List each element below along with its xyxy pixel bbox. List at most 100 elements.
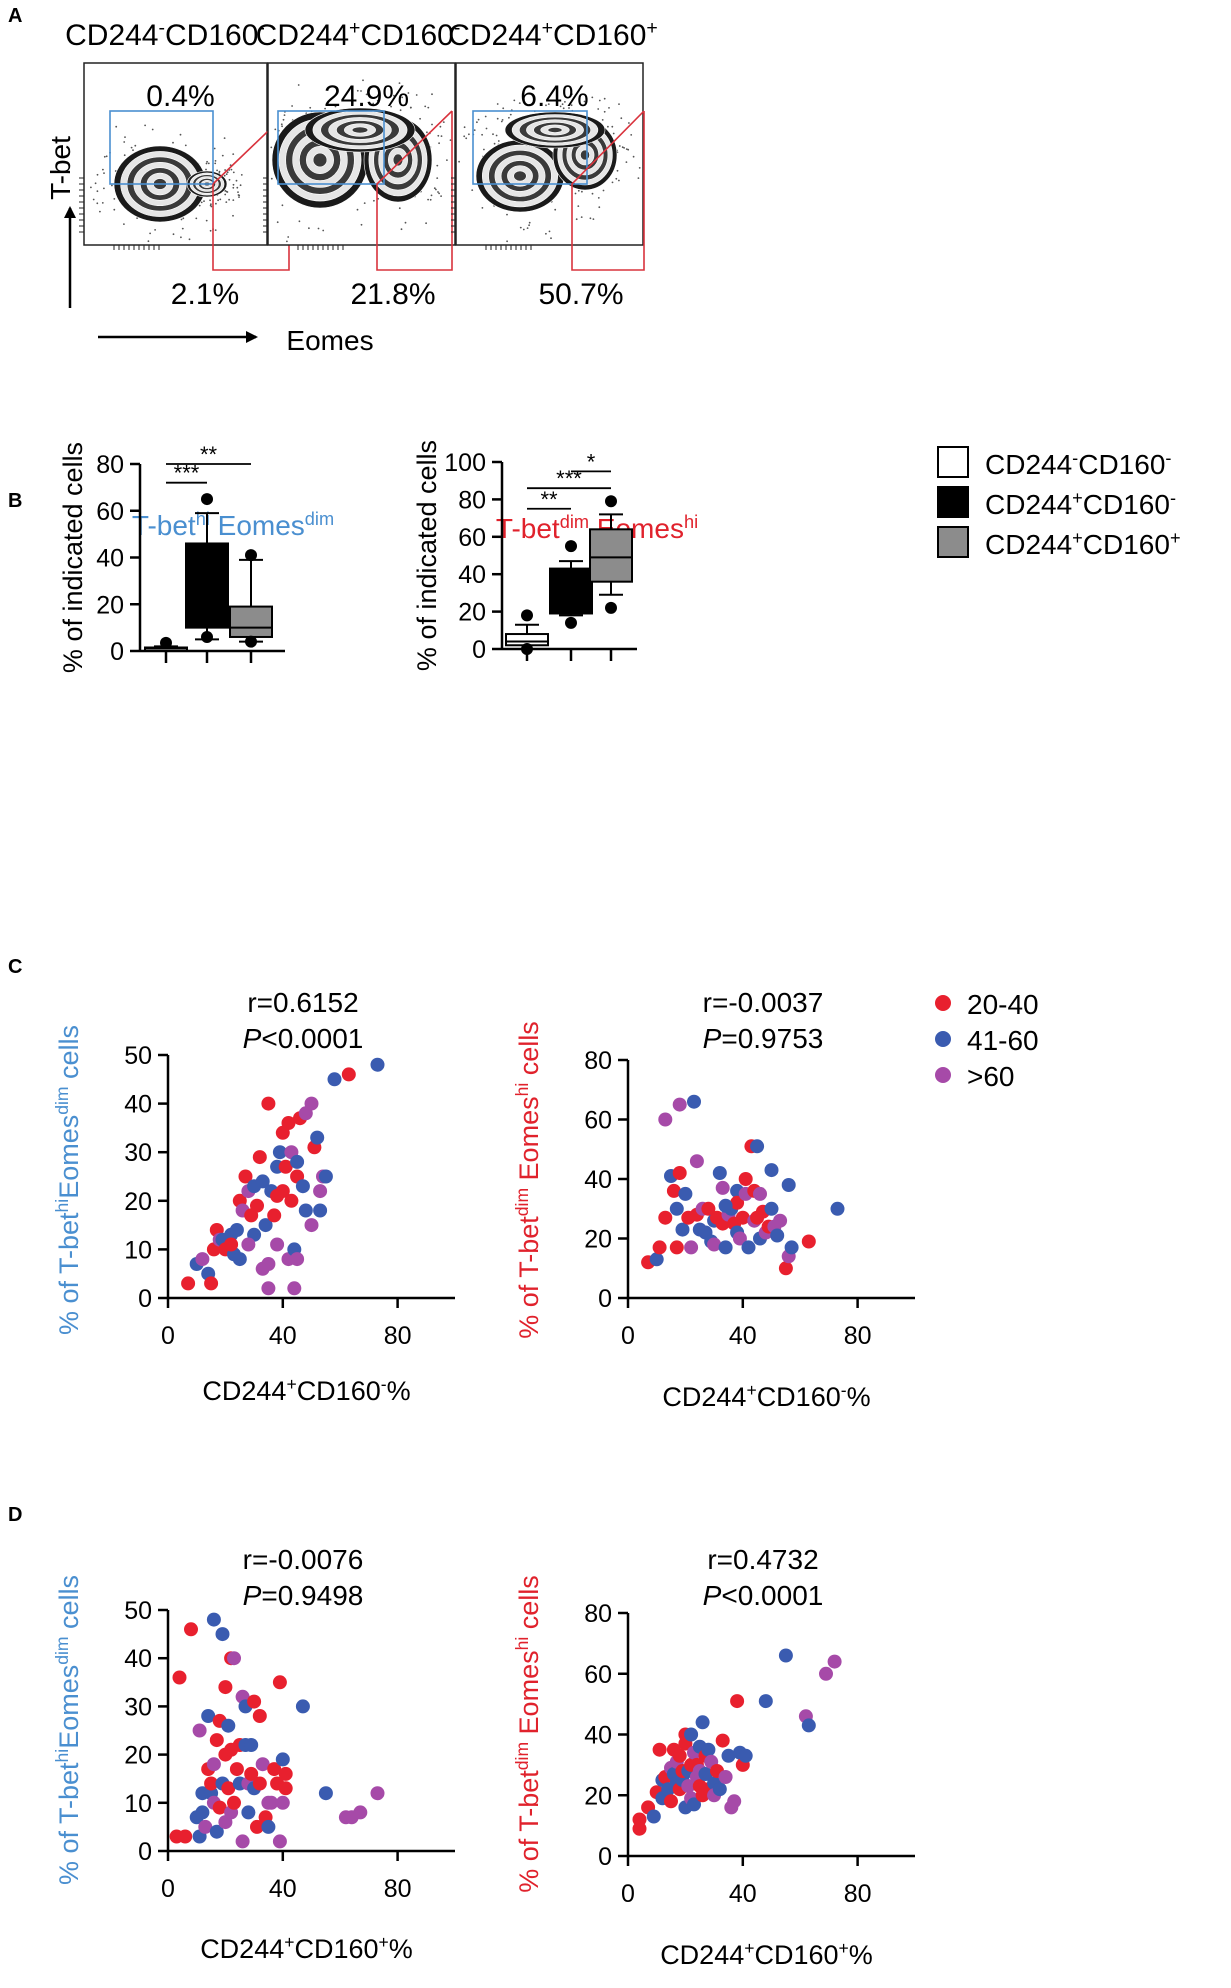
scatter-point	[261, 1819, 276, 1834]
y-tick-label: 40	[584, 1722, 612, 1750]
flow-plot-1: 0.4% 2.1%	[79, 62, 290, 311]
flow-event-dot	[607, 125, 609, 128]
box-outlier	[565, 540, 577, 553]
flow-event-dot	[440, 195, 442, 198]
scatter-point	[270, 1237, 285, 1252]
gate-eomes-hi	[376, 110, 453, 271]
flow-event-dot	[238, 196, 240, 199]
flow-event-dot	[485, 127, 488, 130]
ylabel-text: Eomes	[514, 1650, 544, 1742]
scatter-point	[209, 1824, 224, 1839]
y-tick-label: 10	[124, 1790, 152, 1818]
flow-event-dot	[431, 93, 433, 96]
legend-sup: -	[1165, 448, 1171, 468]
flow-event-dot	[101, 202, 104, 204]
flow-event-dot	[449, 139, 452, 142]
flow-event-dot	[618, 145, 621, 147]
flow-event-dot	[621, 146, 624, 149]
scatter-point	[310, 1130, 325, 1145]
ylabel-sup: dim	[512, 1742, 532, 1770]
x-axis-label: CD244+CD160+%	[660, 1938, 873, 1970]
xlabel-text: %	[389, 1934, 413, 1964]
legend-text: CD160	[1078, 449, 1165, 480]
scatter-point	[235, 1834, 250, 1849]
flow-event-dot	[446, 159, 448, 162]
flow-event-dot	[372, 102, 375, 105]
scatter-point	[632, 1812, 647, 1827]
sig-label: **	[200, 442, 218, 467]
flow-event-dot	[210, 203, 212, 206]
scatter-points	[169, 1612, 385, 1849]
flow-event-dot	[492, 133, 494, 136]
scatter-point	[318, 1169, 333, 1184]
box-outlier	[605, 601, 617, 614]
flow-event-dot	[282, 118, 285, 121]
ylabel-text: cells	[54, 1575, 84, 1637]
flow-event-dot	[373, 199, 375, 202]
legend-text: CD160	[1083, 529, 1170, 560]
scatter-point	[247, 1694, 262, 1709]
y-tick-label: 30	[124, 1693, 152, 1721]
y-axis-label: % of T-betdim Eomeshi cells	[512, 1575, 544, 1893]
flow-title-text: CD244	[256, 19, 349, 52]
scatter-point	[209, 1733, 224, 1748]
legend-label-3: CD244+CD160+	[985, 528, 1181, 560]
flow-event-dot	[522, 228, 525, 231]
scatter-point	[701, 1742, 716, 1757]
scatter-point	[304, 1096, 319, 1111]
y-tick-label: 20	[96, 591, 124, 619]
flow-event-dot	[611, 181, 614, 184]
ylabel-sup: hi	[52, 1199, 72, 1213]
scatter-point	[206, 1612, 221, 1627]
scatter-point	[275, 1752, 290, 1767]
flow-event-dot	[435, 188, 437, 191]
flow-event-dot	[224, 169, 227, 171]
y-tick-label: 20	[124, 1742, 152, 1770]
scatter-point	[318, 1786, 333, 1801]
sig-label: **	[540, 487, 558, 512]
flow-event-dot	[415, 94, 418, 96]
y-tick-label: 20	[124, 1188, 152, 1216]
scatter-point	[295, 1699, 310, 1714]
scatter-point	[272, 1675, 287, 1690]
scatter-point	[353, 1805, 368, 1820]
flow-event-dot	[616, 169, 619, 172]
flow-event-dot	[317, 227, 320, 230]
scatter-point	[801, 1234, 816, 1249]
flow-event-dot	[581, 190, 583, 193]
flow-event-dot	[439, 125, 442, 128]
flow-event-dot	[180, 236, 182, 239]
y-tick-label: 0	[138, 1285, 152, 1313]
flow-event-dot	[205, 162, 208, 165]
flow-event-dot	[550, 237, 552, 240]
scatter-point	[178, 1829, 193, 1844]
flow-event-dot	[431, 123, 433, 126]
flow-plot-3: 6.4% 50.7%	[451, 62, 645, 311]
flow-event-dot	[362, 79, 364, 82]
scatter-point	[738, 1172, 753, 1186]
title-sup: dim	[560, 512, 589, 532]
box-2	[549, 567, 593, 615]
flow-top-percent: 0.4%	[146, 80, 214, 113]
flow-event-dot	[577, 189, 580, 192]
xlabel-sup: +	[744, 1938, 754, 1958]
flow-event-dot	[124, 136, 126, 139]
scatter-point	[727, 1794, 742, 1809]
flow-event-dot	[180, 218, 183, 221]
x-tick-label: 0	[621, 1322, 635, 1350]
xlabel-text: %	[847, 1382, 871, 1412]
flow-event-dot	[219, 198, 222, 201]
scatter-point	[278, 1159, 293, 1174]
flow-event-dot	[468, 133, 470, 136]
scatter-point	[764, 1163, 779, 1178]
scatter-point	[730, 1195, 745, 1210]
flow-event-dot	[281, 204, 284, 207]
y-tick-label: 80	[584, 1600, 612, 1628]
flow-event-dot	[103, 187, 105, 190]
box-3	[229, 605, 273, 638]
age-legend-dot-2	[935, 1031, 951, 1047]
scatter-point	[830, 1201, 845, 1216]
flow-event-dot	[463, 135, 466, 138]
flow-event-dot	[92, 198, 95, 201]
scatter-point	[218, 1680, 233, 1695]
